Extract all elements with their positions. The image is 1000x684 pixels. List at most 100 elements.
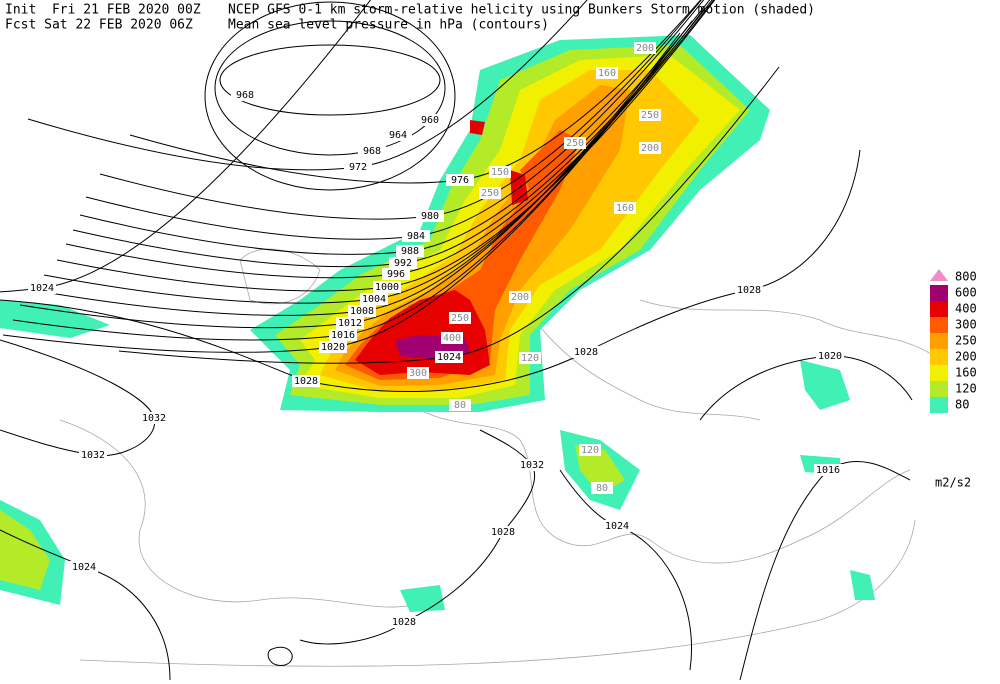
contour-label-box — [360, 293, 388, 305]
legend-label: 600 — [955, 286, 977, 300]
contour-label-box — [435, 351, 463, 363]
contour-label-box — [603, 520, 631, 532]
shade-label: 200 — [641, 143, 659, 154]
contour-label: 976 — [451, 175, 469, 186]
shade-label-box — [614, 202, 636, 214]
legend-label: 300 — [955, 318, 977, 332]
shade-label-box — [639, 142, 661, 154]
shade-label: 160 — [616, 203, 634, 214]
legend-label: 160 — [955, 366, 977, 380]
contour — [267, 646, 293, 666]
legend-label: 250 — [955, 334, 977, 348]
contour-label-box — [382, 268, 410, 280]
shade-label-box — [449, 399, 471, 411]
shade-label: 250 — [566, 138, 584, 149]
contour-label: 984 — [407, 231, 425, 242]
forecast-time: Fcst Sat 22 FEB 2020 06Z — [5, 18, 193, 33]
legend-swatch — [930, 397, 948, 413]
contour-label-box — [446, 174, 474, 186]
shade-label: 160 — [598, 68, 616, 79]
coastline — [59, 419, 431, 608]
contour-label-box — [28, 282, 56, 294]
contour-label-box — [735, 284, 763, 296]
shade-label-box — [591, 482, 613, 494]
shade-label: 200 — [636, 43, 654, 54]
helicity-area — [800, 360, 850, 410]
contour-label: 1032 — [81, 450, 105, 461]
shade-label-box — [407, 367, 429, 379]
contour-label: 1024 — [30, 283, 54, 294]
contour-label: 1004 — [362, 294, 386, 305]
contour-label-box — [319, 341, 347, 353]
shade-label: 250 — [641, 110, 659, 121]
legend-label: 800 — [955, 270, 977, 284]
contour-label-box — [373, 281, 401, 293]
contour-label: 968 — [363, 146, 381, 157]
helicity-area — [850, 570, 875, 600]
shade-label-box — [441, 332, 463, 344]
contour-label-box — [344, 161, 372, 173]
contour-label: 1008 — [350, 306, 374, 317]
contour-label-box — [336, 317, 364, 329]
contour-label: 980 — [421, 211, 439, 222]
contour — [214, 20, 446, 156]
contour-label-box — [231, 89, 259, 101]
contour — [739, 460, 911, 681]
contour-label: 1020 — [321, 342, 345, 353]
legend-label: 200 — [955, 350, 977, 364]
contour-label-box — [389, 257, 417, 269]
legend-swatch — [930, 365, 948, 381]
shade-label: 120 — [581, 445, 599, 456]
legend-swatch — [930, 349, 948, 365]
contour-label: 960 — [421, 115, 439, 126]
shade-label: 250 — [451, 313, 469, 324]
contour-label-box — [70, 561, 98, 573]
shade-label-box — [596, 67, 618, 79]
contour-label: 1024 — [605, 521, 629, 532]
shade-label: 120 — [521, 353, 539, 364]
shade-label: 250 — [481, 188, 499, 199]
shade-label-box — [509, 291, 531, 303]
contour-label-box — [416, 210, 444, 222]
legend-label: 80 — [955, 398, 969, 412]
legend-swatch — [930, 317, 948, 333]
contour-label: 968 — [236, 90, 254, 101]
contour — [0, 0, 372, 293]
shade-label-box — [579, 444, 601, 456]
shade-label-box — [449, 312, 471, 324]
shade-label: 300 — [409, 368, 427, 379]
coastlines — [59, 248, 941, 667]
legend-swatch — [930, 285, 948, 301]
legend-swatch — [930, 269, 948, 281]
shade-label-box — [634, 42, 656, 54]
contour-label: 1024 — [72, 562, 96, 573]
contour-label-box — [402, 230, 430, 242]
shade-label: 150 — [491, 167, 509, 178]
legend-swatch — [930, 381, 948, 397]
helicity-area — [470, 120, 485, 135]
contour-label-box — [384, 129, 412, 141]
shade-label-box — [564, 137, 586, 149]
contour-label: 988 — [401, 246, 419, 257]
shade-label: 80 — [454, 400, 466, 411]
contour-label: 1028 — [574, 347, 598, 358]
contour-label: 992 — [394, 258, 412, 269]
contour-label: 1028 — [294, 376, 318, 387]
shade-label-box — [489, 166, 511, 178]
contour-label: 1032 — [520, 460, 544, 471]
title: NCEP GFS 0-1 km storm-relative helicity … — [228, 3, 815, 18]
shade-label-box — [479, 187, 501, 199]
border — [519, 299, 761, 421]
init-time: Init Fri 21 FEB 2020 00Z — [5, 3, 201, 18]
legend-label: 400 — [955, 302, 977, 316]
contour — [0, 339, 155, 457]
contour-label-box — [140, 412, 168, 424]
contour-labels: 9689609649689729769809849889929961000100… — [28, 42, 844, 628]
contour-label-box — [396, 245, 424, 257]
contour-label-box — [348, 305, 376, 317]
contour-label: 1016 — [816, 465, 840, 476]
contour-label-box — [518, 459, 546, 471]
contour-label-box — [79, 449, 107, 461]
